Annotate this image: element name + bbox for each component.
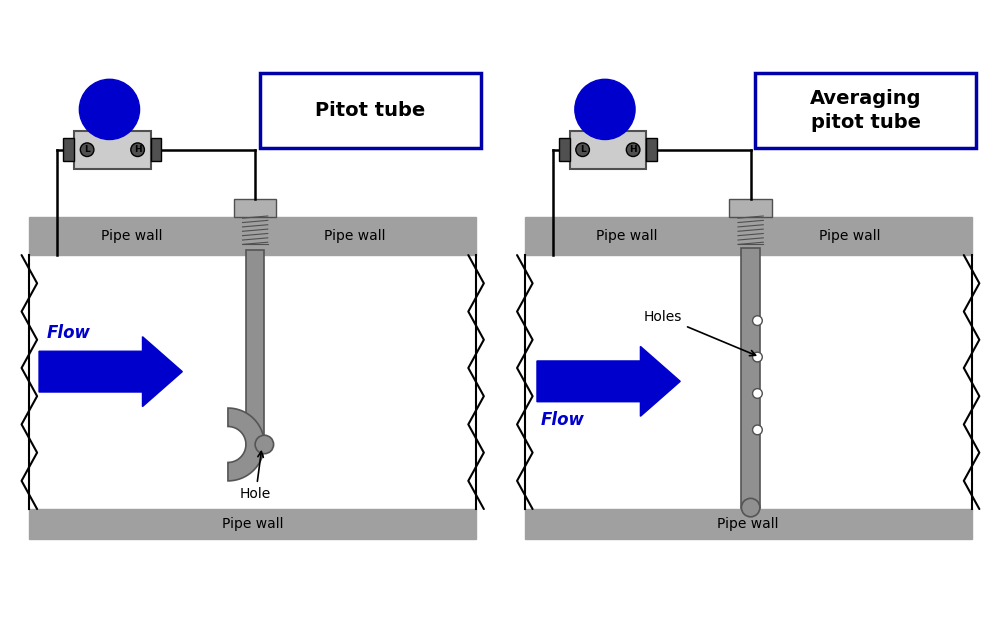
Bar: [30, 509, 476, 539]
Text: Pipe wall: Pipe wall: [100, 229, 163, 243]
Circle shape: [741, 499, 760, 517]
Text: Averaging
pitot tube: Averaging pitot tube: [811, 89, 922, 132]
Circle shape: [752, 389, 762, 399]
Circle shape: [752, 352, 762, 362]
Text: Pipe wall: Pipe wall: [324, 229, 385, 243]
Circle shape: [752, 316, 762, 326]
Circle shape: [752, 425, 762, 435]
Bar: [525, 509, 971, 539]
Text: H: H: [134, 145, 142, 154]
Polygon shape: [39, 337, 182, 407]
Circle shape: [626, 143, 640, 157]
Bar: [151, 138, 162, 162]
Bar: [729, 199, 772, 217]
Bar: [74, 131, 151, 168]
Circle shape: [576, 143, 590, 157]
Bar: [30, 217, 476, 255]
Circle shape: [575, 80, 635, 139]
Circle shape: [80, 143, 94, 157]
Text: Pipe wall: Pipe wall: [820, 229, 881, 243]
Circle shape: [255, 435, 274, 453]
FancyBboxPatch shape: [260, 73, 481, 148]
FancyBboxPatch shape: [755, 73, 976, 148]
Bar: [570, 131, 646, 168]
Text: H: H: [629, 145, 637, 154]
Bar: [246, 251, 265, 444]
Text: Hole: Hole: [240, 452, 272, 501]
Circle shape: [131, 143, 145, 157]
Text: Pitot tube: Pitot tube: [315, 101, 425, 120]
Text: L: L: [84, 145, 90, 154]
Circle shape: [79, 80, 140, 139]
Polygon shape: [537, 346, 680, 416]
Text: Pipe wall: Pipe wall: [596, 229, 658, 243]
Bar: [234, 199, 276, 217]
Bar: [741, 248, 760, 508]
Bar: [525, 217, 971, 255]
Text: Flow: Flow: [47, 323, 90, 342]
Text: Pipe wall: Pipe wall: [717, 517, 779, 531]
Text: Holes: Holes: [644, 310, 755, 355]
Polygon shape: [228, 408, 265, 481]
Bar: [646, 138, 657, 162]
Text: L: L: [580, 145, 586, 154]
Bar: [559, 138, 570, 162]
Text: Flow: Flow: [540, 412, 585, 429]
Bar: [63, 138, 74, 162]
Text: Pipe wall: Pipe wall: [222, 517, 283, 531]
